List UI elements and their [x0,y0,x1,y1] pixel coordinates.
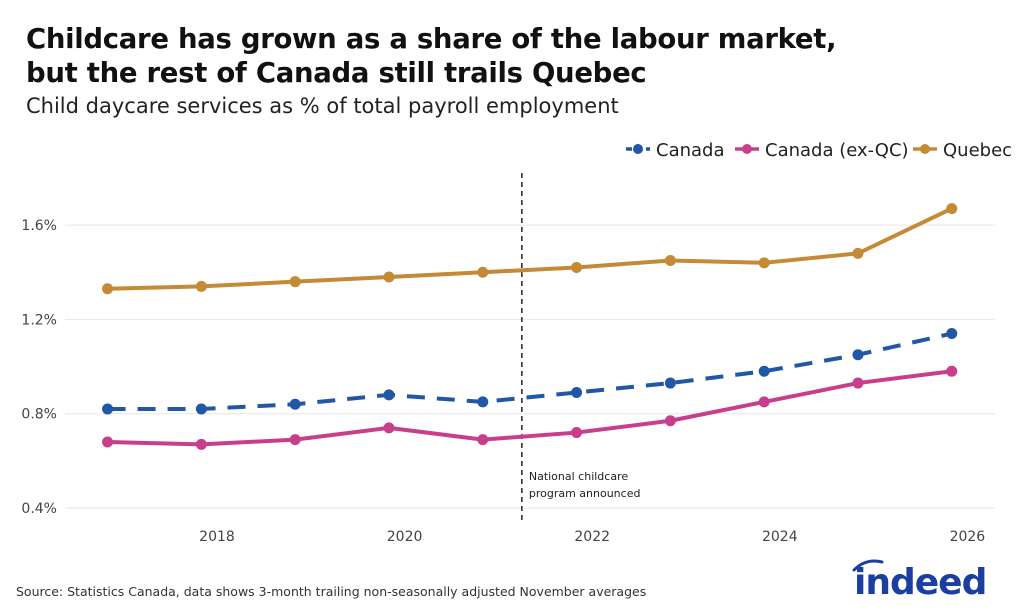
data-point [571,262,583,274]
data-point [571,427,583,439]
y-tick-label: 0.8% [21,407,57,423]
legend-label: Canada [656,140,725,161]
x-tick-label: 2020 [387,529,423,545]
annotation: National childcare program announced [521,173,641,520]
data-point [102,283,114,295]
data-point [664,415,676,427]
series-quebec [102,203,958,295]
svg-text:indeed: indeed [854,562,986,602]
data-point [946,328,958,340]
data-point [289,434,301,446]
series-canada [102,328,958,415]
series-line-canada-ex-qc [107,369,953,447]
series-line-quebec [107,206,953,291]
data-point [664,254,676,266]
series-lines [102,203,958,450]
x-axis-ticks: 2018 2020 2022 2024 2026 [199,529,985,545]
indeed-logo: indeed [848,556,998,606]
series-line-canada [107,331,953,411]
y-tick-label: 0.4% [21,501,57,517]
annotation-label-line-2: program announced [529,487,641,500]
data-point [946,203,958,215]
data-point [946,365,958,377]
data-point [758,257,770,269]
legend-label: Quebec [943,140,1012,161]
data-point [383,389,395,401]
title-line-2: but the rest of Canada still trails Queb… [26,57,647,89]
y-tick-label: 1.6% [21,218,57,234]
data-point [477,396,489,408]
x-tick-label: 2024 [762,529,798,545]
y-tick-label: 1.2% [21,312,57,328]
data-point [195,438,207,450]
x-tick-label: 2026 [950,529,986,545]
data-point [664,377,676,389]
annotation-label-line-1: National childcare [529,470,629,483]
data-point [758,396,770,408]
gridlines [65,224,995,509]
data-point [195,403,207,415]
legend-item: Canada (ex-QC) [735,140,909,161]
data-point [383,271,395,283]
data-point [477,434,489,446]
legend-item: Canada [626,140,725,161]
y-axis-ticks: 0.4% 0.8% 1.2% 1.6% [21,218,57,517]
legend-swatch-dot [742,144,752,154]
legend-item: Quebec [913,140,1012,161]
data-point [383,422,395,434]
data-point [195,280,207,292]
data-point [289,276,301,288]
data-point [102,403,114,415]
title-line-1: Childcare has grown as a share of the la… [26,23,837,55]
data-point [571,386,583,398]
data-point [852,247,864,259]
data-point [758,365,770,377]
source-note: Source: Statistics Canada, data shows 3-… [16,584,647,599]
legend-swatch-dot [633,144,643,154]
series-canada-ex-qc [102,365,958,450]
x-tick-label: 2022 [574,529,610,545]
legend-label: Canada (ex-QC) [765,140,909,161]
chart-title: Childcare has grown as a share of the la… [26,22,837,90]
data-point [102,436,114,448]
legend: Canada Canada (ex-QC) Quebec [626,140,1012,161]
legend-swatch-dot [920,144,930,154]
chart-subtitle: Child daycare services as % of total pay… [26,94,619,118]
data-point [477,266,489,278]
data-point [852,377,864,389]
x-tick-label: 2018 [199,529,235,545]
data-point [852,349,864,361]
data-point [289,398,301,410]
